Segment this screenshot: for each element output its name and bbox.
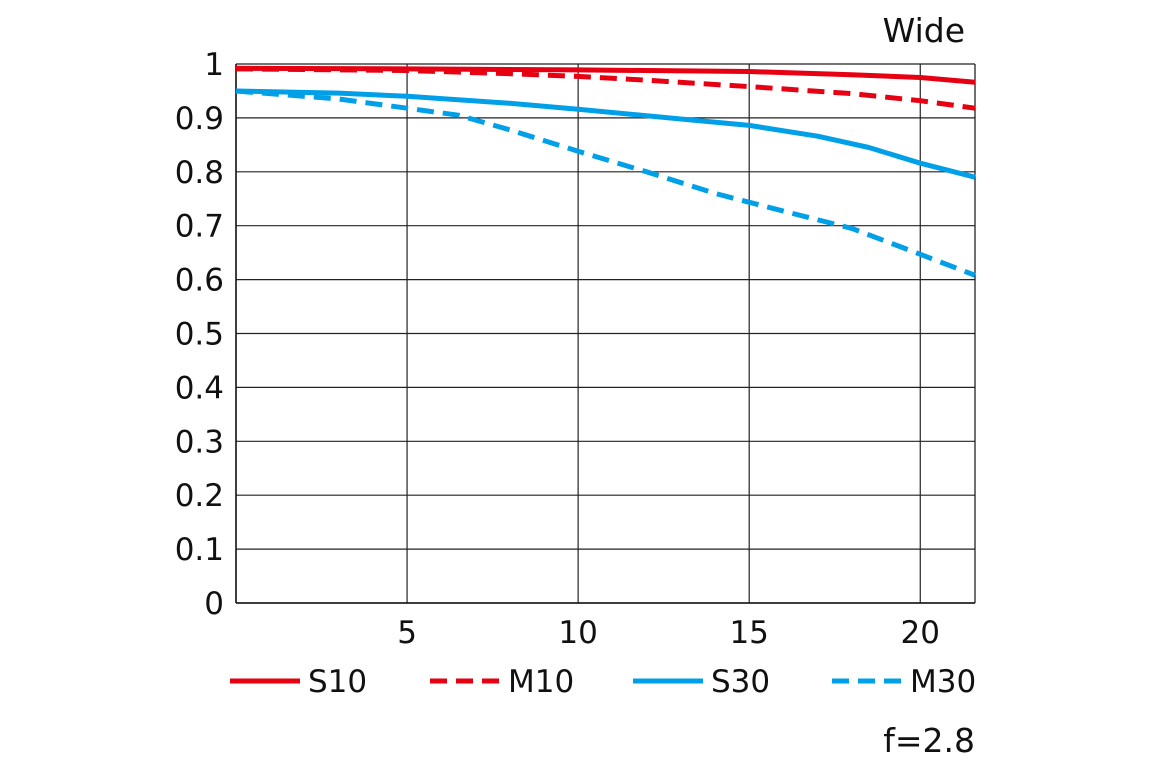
y-tick-label: 0.1 bbox=[175, 532, 224, 568]
x-tick-label: 15 bbox=[729, 615, 768, 651]
y-tick-label: 0.9 bbox=[175, 101, 224, 137]
legend-label-m10: M10 bbox=[508, 664, 574, 700]
y-tick-label: 0.8 bbox=[175, 155, 224, 191]
legend-label-s10: S10 bbox=[308, 664, 367, 700]
series-line-m30 bbox=[235, 88, 976, 278]
x-tick-label: 5 bbox=[397, 615, 417, 651]
y-tick-label: 0.7 bbox=[175, 209, 224, 245]
y-tick-label: 0.4 bbox=[175, 370, 224, 406]
series-line-s30 bbox=[235, 88, 976, 180]
aperture-note: f=2.8 bbox=[883, 721, 975, 760]
y-tick-label: 0.2 bbox=[175, 478, 224, 514]
y-tick-label: 0.6 bbox=[175, 263, 224, 299]
y-tick-label: 0 bbox=[204, 586, 224, 622]
x-tick-label: 20 bbox=[901, 615, 940, 651]
grid bbox=[235, 63, 976, 604]
y-tick-label: 1 bbox=[204, 47, 224, 83]
x-tick-label: 10 bbox=[558, 615, 597, 651]
x-axis-tick-labels: 5 10 15 20 bbox=[397, 615, 940, 651]
y-tick-label: 0.5 bbox=[175, 317, 224, 353]
y-tick-label: 0.3 bbox=[175, 424, 224, 460]
y-axis-tick-labels: 0 0.1 0.2 0.3 0.4 0.5 0.6 0.7 0.8 0.9 1 bbox=[175, 47, 224, 622]
legend-label-s30: S30 bbox=[711, 664, 770, 700]
legend-label-m30: M30 bbox=[910, 664, 976, 700]
legend: S10 M10 S30 M30 bbox=[230, 664, 976, 700]
series-line-m10 bbox=[235, 66, 976, 111]
chart-title: Wide bbox=[883, 11, 965, 50]
series-lines bbox=[235, 65, 976, 278]
